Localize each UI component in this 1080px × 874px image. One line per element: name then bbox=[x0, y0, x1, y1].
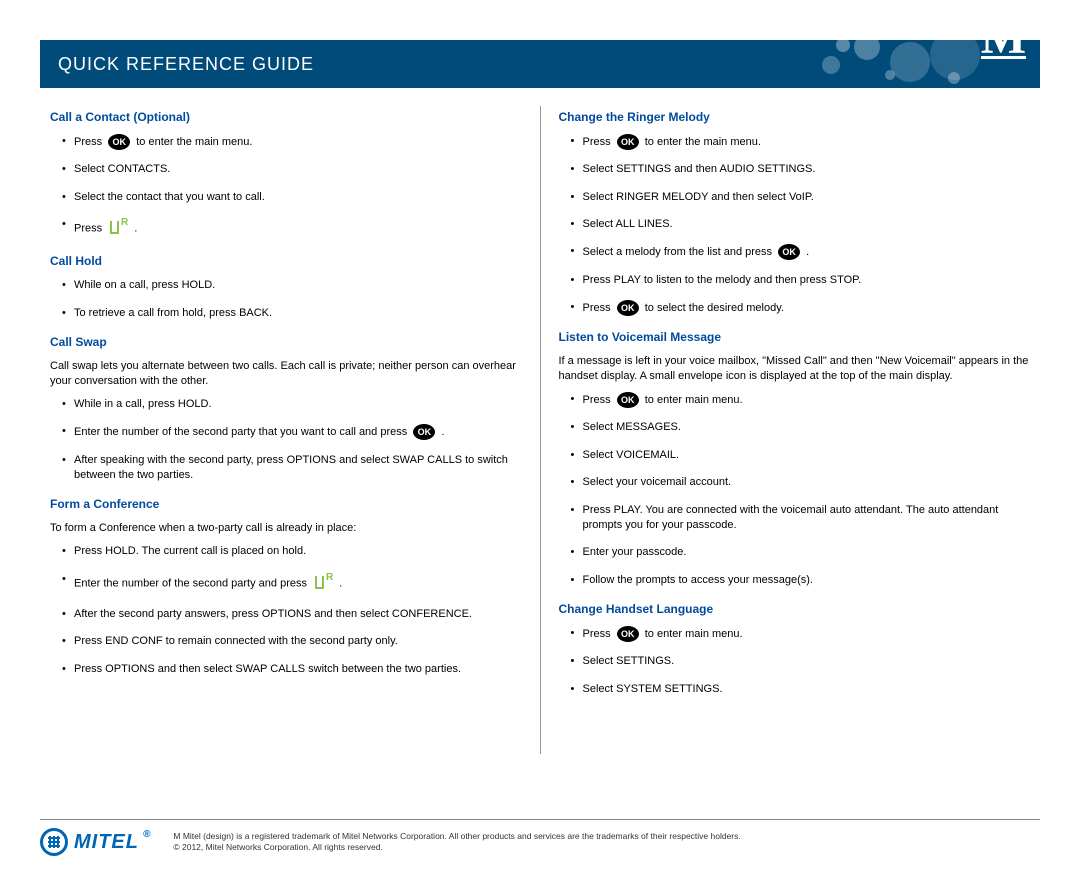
section-heading: Change the Ringer Melody bbox=[559, 110, 1031, 124]
step-item: Enter the number of the second party tha… bbox=[62, 424, 522, 440]
step-item: Enter the number of the second party and… bbox=[62, 572, 522, 595]
footer-trademark-line: M Mitel (design) is a registered tradema… bbox=[173, 831, 740, 842]
right-column: Change the Ringer Melody Press OK to ente… bbox=[541, 106, 1041, 754]
step-list: While on a call, press HOLD. To retrieve … bbox=[50, 278, 522, 321]
step-item: Press OK to enter the main menu. bbox=[571, 134, 1031, 150]
brand-logo-m: M bbox=[981, 10, 1026, 65]
page-title: QUICK REFERENCE GUIDE bbox=[58, 54, 314, 75]
step-item: Enter your passcode. bbox=[571, 545, 1031, 560]
footer-logo-icon bbox=[40, 828, 68, 856]
step-item: Press R . bbox=[62, 217, 522, 240]
footer-logo: MITEL ® bbox=[40, 828, 153, 856]
step-list: While in a call, press HOLD. Enter the nu… bbox=[50, 397, 522, 483]
section-intro: Call swap lets you alternate between two… bbox=[50, 359, 522, 389]
step-item: After speaking with the second party, pr… bbox=[62, 453, 522, 484]
ok-button-icon: OK bbox=[778, 244, 800, 260]
step-item: Press OK to enter main menu. bbox=[571, 392, 1031, 408]
step-item: Select RINGER MELODY and then select VoI… bbox=[571, 190, 1031, 205]
step-list: Press OK to enter the main menu. Select S… bbox=[559, 134, 1031, 316]
step-list: Press HOLD. The current call is placed o… bbox=[50, 544, 522, 677]
step-item: Press OPTIONS and then select SWAP CALLS… bbox=[62, 662, 522, 677]
section-heading: Form a Conference bbox=[50, 497, 522, 511]
footer-legal-text: M Mitel (design) is a registered tradema… bbox=[173, 831, 740, 853]
section-heading: Call a Contact (Optional) bbox=[50, 110, 522, 124]
section: Call a Contact (Optional) Press OK to ent… bbox=[50, 110, 522, 240]
step-item: Select VOICEMAIL. bbox=[571, 448, 1031, 463]
step-item: Select your voicemail account. bbox=[571, 475, 1031, 490]
step-item: Press END CONF to remain connected with … bbox=[62, 634, 522, 649]
section: Listen to Voicemail Message If a message … bbox=[559, 330, 1031, 588]
section-heading: Call Hold bbox=[50, 254, 522, 268]
step-item: After the second party answers, press OP… bbox=[62, 607, 522, 622]
step-item: Press OK to enter main menu. bbox=[571, 626, 1031, 642]
header-bar: QUICK REFERENCE GUIDE M bbox=[40, 40, 1040, 88]
step-item: Select MESSAGES. bbox=[571, 420, 1031, 435]
step-item: Press PLAY. You are connected with the v… bbox=[571, 503, 1031, 534]
footer-trademark-symbol: ® bbox=[143, 829, 151, 840]
step-item: Select SETTINGS and then AUDIO SETTINGS. bbox=[571, 162, 1031, 177]
ok-button-icon: OK bbox=[617, 626, 639, 642]
step-item: Press HOLD. The current call is placed o… bbox=[62, 544, 522, 559]
call-icon: R bbox=[108, 217, 128, 240]
step-item: Select ALL LINES. bbox=[571, 217, 1031, 232]
step-item: While on a call, press HOLD. bbox=[62, 278, 522, 293]
step-item: Follow the prompts to access your messag… bbox=[571, 573, 1031, 588]
step-item: Select the contact that you want to call… bbox=[62, 190, 522, 205]
section-heading: Call Swap bbox=[50, 335, 522, 349]
svg-text:R: R bbox=[326, 572, 333, 583]
step-item: Press OK to enter the main menu. bbox=[62, 134, 522, 150]
ok-button-icon: OK bbox=[108, 134, 130, 150]
step-item: While in a call, press HOLD. bbox=[62, 397, 522, 412]
footer: MITEL ® M Mitel (design) is a registered… bbox=[40, 819, 1040, 856]
section-heading: Listen to Voicemail Message bbox=[559, 330, 1031, 344]
section: Change the Ringer Melody Press OK to ente… bbox=[559, 110, 1031, 316]
step-item: Press PLAY to listen to the melody and t… bbox=[571, 273, 1031, 288]
section: Call Swap Call swap lets you alternate be… bbox=[50, 335, 522, 483]
left-column: Call a Contact (Optional) Press OK to ent… bbox=[40, 106, 541, 754]
section: Form a Conference To form a Conference wh… bbox=[50, 497, 522, 677]
section-intro: If a message is left in your voice mailb… bbox=[559, 354, 1031, 384]
step-item: Select SETTINGS. bbox=[571, 654, 1031, 669]
step-list: Press OK to enter main menu. Select SETTI… bbox=[559, 626, 1031, 697]
section-intro: To form a Conference when a two-party ca… bbox=[50, 521, 522, 536]
step-item: To retrieve a call from hold, press BACK… bbox=[62, 306, 522, 321]
step-item: Select a melody from the list and press … bbox=[571, 244, 1031, 260]
section: Change Handset Language Press OK to enter… bbox=[559, 602, 1031, 697]
ok-button-icon: OK bbox=[617, 392, 639, 408]
ok-button-icon: OK bbox=[617, 300, 639, 316]
step-item: Select SYSTEM SETTINGS. bbox=[571, 682, 1031, 697]
step-list: Press OK to enter the main menu. Select C… bbox=[50, 134, 522, 240]
step-item: Select CONTACTS. bbox=[62, 162, 522, 177]
footer-copyright-line: © 2012, Mitel Networks Corporation. All … bbox=[173, 842, 740, 853]
content-columns: Call a Contact (Optional) Press OK to ent… bbox=[40, 106, 1040, 754]
step-item: Press OK to select the desired melody. bbox=[571, 300, 1031, 316]
section: Call Hold While on a call, press HOLD. To … bbox=[50, 254, 522, 321]
section-heading: Change Handset Language bbox=[559, 602, 1031, 616]
step-list: Press OK to enter main menu. Select MESSA… bbox=[559, 392, 1031, 588]
ok-button-icon: OK bbox=[617, 134, 639, 150]
ok-button-icon: OK bbox=[413, 424, 435, 440]
svg-text:R: R bbox=[121, 217, 128, 228]
call-icon: R bbox=[313, 572, 333, 595]
